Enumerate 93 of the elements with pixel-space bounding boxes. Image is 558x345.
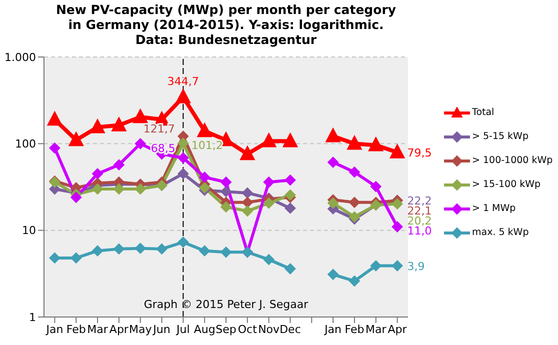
point [392,221,403,232]
point [348,166,360,178]
point [178,138,189,149]
x-tick-label: Feb [344,322,364,336]
x-tick-label: Apr [388,322,408,336]
point [220,176,232,188]
point [284,202,296,214]
point [284,189,296,200]
x-tick-label: Feb [66,322,86,336]
data-label: 121,7 [143,122,175,136]
legend-label: Total [472,107,494,118]
point [92,245,104,256]
x-tick-label: May [128,322,152,336]
point [176,88,191,104]
point [199,245,210,256]
x-tick-label: Dec [280,322,301,336]
x-tick-label: Apr [109,322,129,336]
legend-label: > 100-1000 kWp [472,155,553,166]
point [242,187,253,198]
point [49,252,60,264]
point [348,276,360,287]
point [328,198,339,209]
x-tick-label: Jan [324,322,342,336]
data-label: 22,2 [407,194,432,208]
data-label: 79,5 [407,146,432,160]
point [263,176,274,188]
point [113,159,124,170]
point [348,196,360,208]
point [220,201,232,212]
y-tick-label: 100 [15,138,36,151]
point [134,183,146,194]
y-tick-label: 1 [29,310,36,324]
x-tick-label: Jul [176,322,190,336]
point [197,122,212,138]
point [113,243,124,254]
x-tick-label: Mar [366,322,387,336]
point [392,198,403,210]
point [370,181,382,192]
legend-label: max. 5 kWp [472,227,529,238]
chart-title: New PV-capacity (MWp) per month per category in Germany (2014-2015). Y-axis: logarithmic. Data: Bundesnetzagentur [54,2,398,47]
x-tick-label: Nov [258,322,280,336]
x-tick-label: Sep [216,322,236,336]
data-label: 3,9 [407,260,425,273]
x-tick-label: Oct [238,322,258,336]
point [220,186,232,198]
x-tick-label: Jun [152,322,170,336]
point [156,243,168,254]
point [220,246,232,258]
point [282,132,298,148]
point [111,117,126,132]
x-tick-label: Mar [87,322,108,336]
data-label: 344,7 [167,75,199,88]
point [132,108,148,124]
point [390,144,405,158]
point [261,132,276,148]
point [328,268,339,280]
point [134,242,146,254]
point [263,198,274,209]
point [284,263,296,274]
x-tick-label: Jan [45,322,64,336]
point [178,168,189,180]
point [240,146,255,160]
point [346,135,362,150]
point [326,128,341,142]
point [90,118,106,134]
point [284,174,296,186]
point [242,206,253,217]
x-tick-label: Aug [194,322,216,336]
point [92,183,104,194]
point [348,211,360,222]
point [368,137,384,152]
point [178,152,189,164]
point [370,260,382,272]
point [47,111,62,126]
point [242,196,253,208]
point [328,156,339,168]
point [263,254,274,266]
point [49,142,60,154]
point [392,260,403,272]
point [178,236,189,248]
data-label: 101,2 [191,139,223,152]
point [68,132,84,146]
legend-label: > 1 MWp [472,203,516,214]
point [199,172,210,183]
y-tick-label: 10 [22,224,36,238]
point [92,168,104,180]
point [70,252,82,264]
point [199,182,210,194]
legend-label: > 5-15 kWp [472,131,528,142]
y-tick-label: 1.000 [4,50,36,64]
legend-label: > 15-100 kWp [472,179,541,190]
point [134,138,146,150]
point [70,192,82,203]
